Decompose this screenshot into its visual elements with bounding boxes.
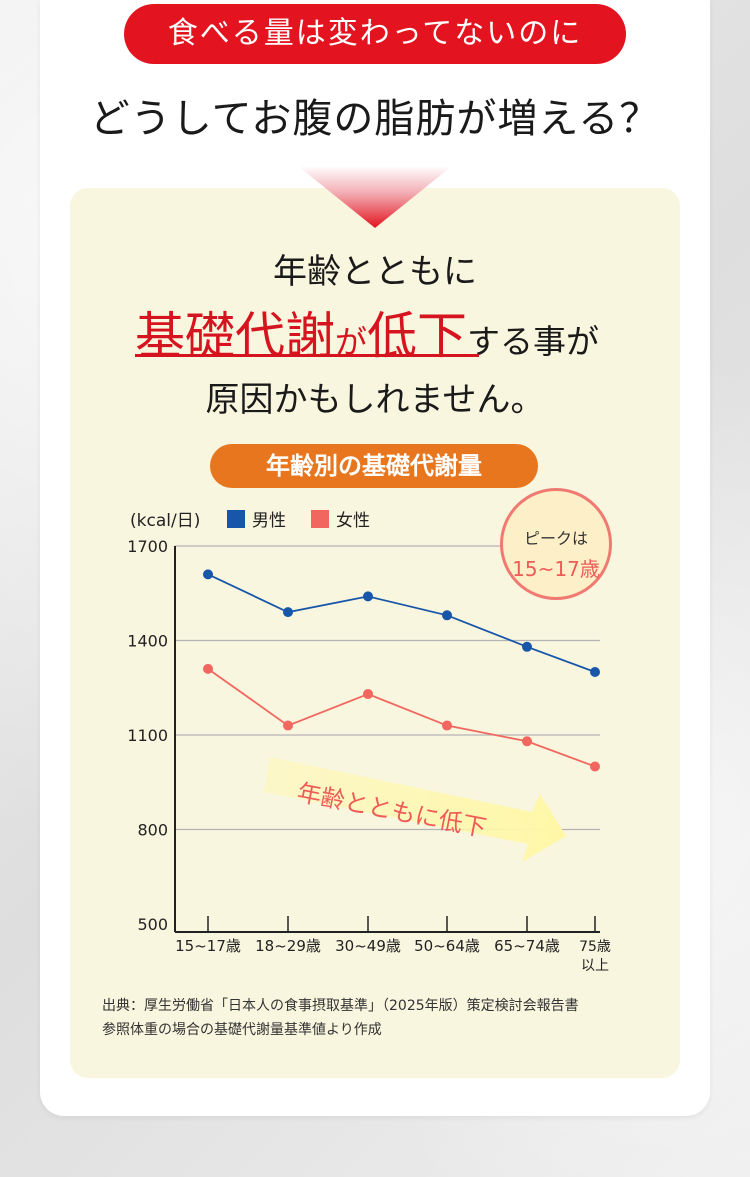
- source-line-2: 参照体重の場合の基礎代謝量基準値より作成: [102, 1022, 382, 1038]
- data-point-女性: [363, 689, 373, 700]
- peak-label: ピークは: [523, 529, 588, 548]
- headline: どうしてお腹の脂肪が増える？: [89, 96, 661, 142]
- message-line-2-rest: する事が: [467, 322, 600, 361]
- series-line-女性: [207, 668, 596, 768]
- data-point-男性: [590, 667, 600, 677]
- data-point-男性: [203, 569, 213, 580]
- trend-arrow-shape: [264, 757, 566, 862]
- x-tick-label: 15~17歳: [175, 937, 241, 955]
- legend-label: 男性: [252, 511, 286, 531]
- x-tick-label: 50~64歳: [414, 937, 480, 955]
- legend-swatch: [227, 510, 245, 528]
- x-tick-label: 30~49歳: [335, 937, 401, 955]
- message-line-3: 原因かもしれません。: [205, 380, 545, 420]
- y-tick-label: 500: [137, 915, 168, 934]
- data-point-男性: [363, 591, 373, 602]
- data-point-女性: [590, 761, 600, 772]
- legend-label: 女性: [336, 511, 370, 531]
- y-tick-label: 1400: [127, 632, 168, 651]
- source-note: 出典：厚生労働省「日本人の食事摂取基準」（2025年版）策定検討会報告書 参照体…: [102, 994, 662, 1042]
- unit-label: (kcal/日): [130, 511, 200, 531]
- data-point-男性: [442, 610, 452, 621]
- down-arrow-icon: [298, 166, 452, 228]
- legend-swatch: [311, 510, 329, 528]
- peak-value: 15~17歳: [512, 557, 600, 581]
- data-point-男性: [283, 607, 293, 618]
- y-tick-label: 1100: [127, 726, 168, 745]
- source-line-1: 出典：厚生労働省「日本人の食事摂取基準」（2025年版）策定検討会報告書: [102, 998, 579, 1014]
- data-point-女性: [442, 720, 452, 731]
- message-line-1: 年齢とともに: [273, 252, 477, 292]
- series-line-男性: [207, 573, 596, 673]
- data-point-女性: [203, 663, 213, 674]
- intro-pill: 食べる量は変わってないのに: [124, 4, 626, 64]
- highlight-underline: [135, 354, 479, 357]
- x-tick-label: 18~29歳: [255, 937, 321, 955]
- x-tick-label: 以上: [581, 958, 609, 974]
- x-tick-label: 75歳: [579, 939, 611, 955]
- data-point-女性: [522, 736, 532, 747]
- x-tick-label: 65~74歳: [494, 937, 560, 955]
- y-tick-label: 1700: [127, 537, 168, 556]
- chart-title: 年齢別の基礎代謝量: [210, 444, 538, 488]
- info-panel: [70, 188, 680, 1078]
- data-point-男性: [522, 641, 532, 652]
- data-point-女性: [283, 720, 293, 731]
- peak-badge: ピークは 15~17歳: [500, 488, 612, 600]
- y-tick-label: 800: [137, 821, 168, 840]
